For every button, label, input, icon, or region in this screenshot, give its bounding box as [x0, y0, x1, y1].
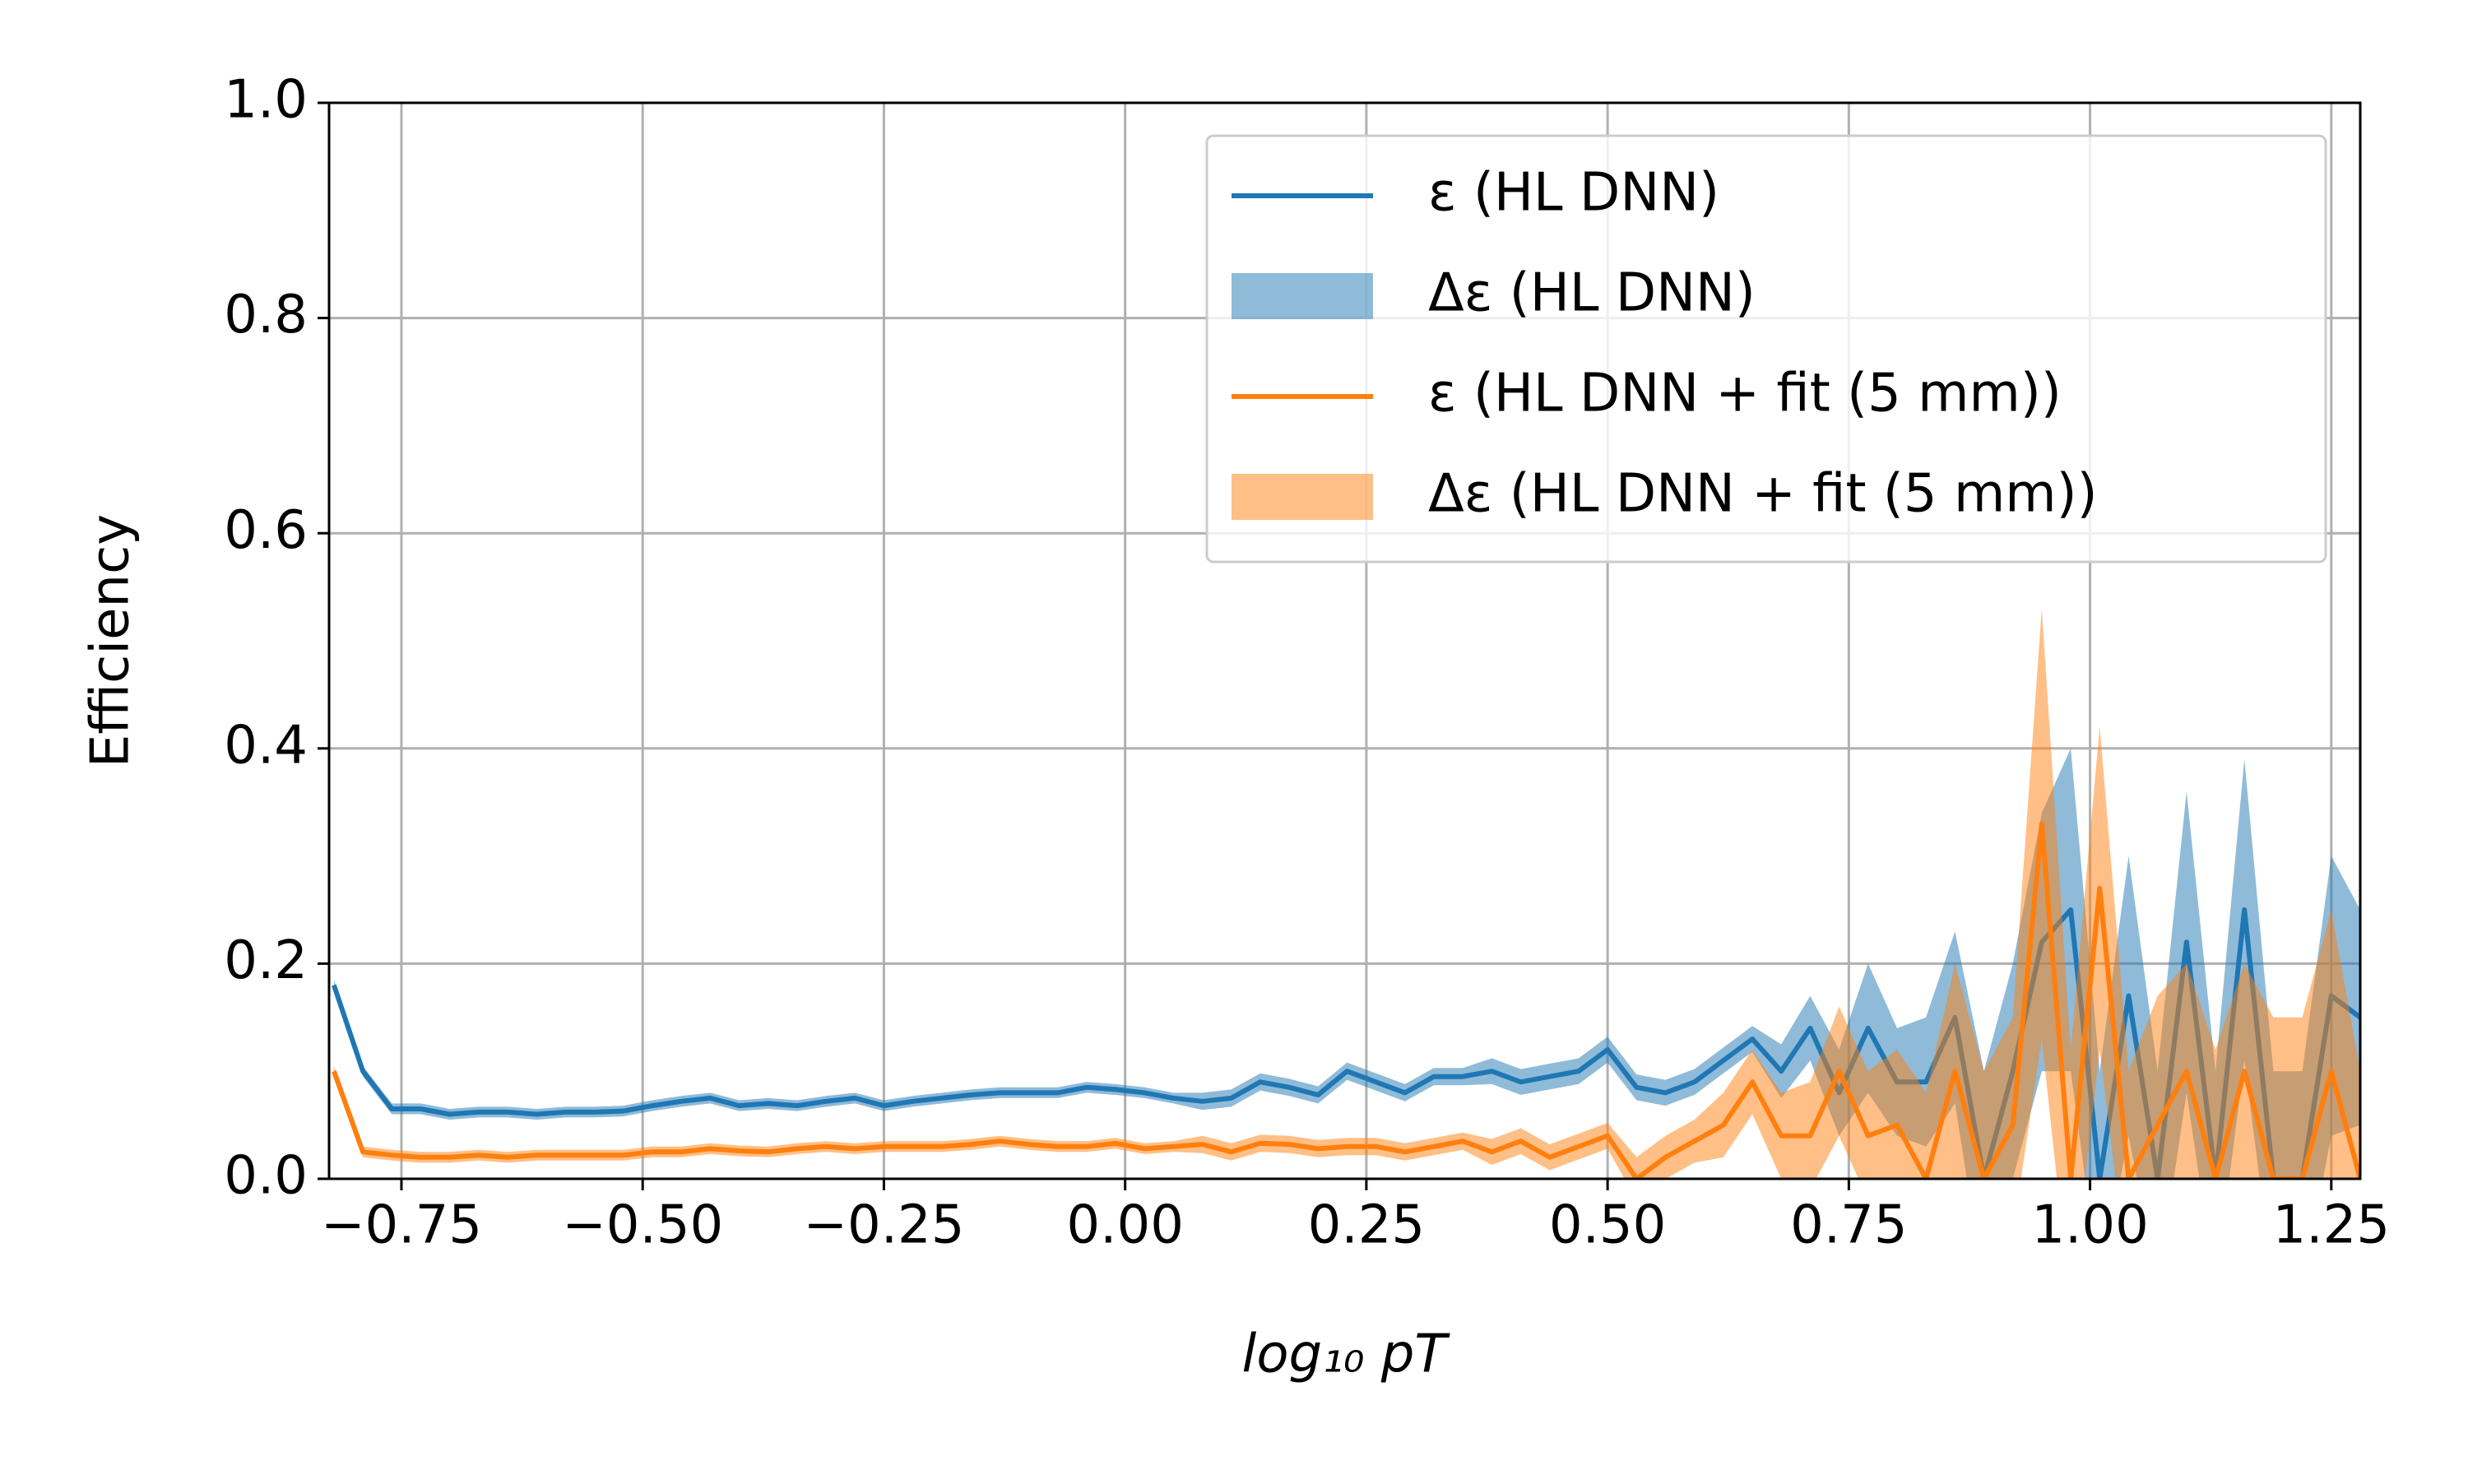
error-band — [333, 608, 2360, 1179]
y-tick-label: 0.8 — [224, 285, 308, 345]
axes-frame — [327, 101, 2362, 1180]
y-tick-label: 0.6 — [224, 500, 308, 561]
x-tick-label: 1.25 — [2273, 1195, 2391, 1256]
x-tick-label: 0.75 — [1790, 1195, 1908, 1256]
x-axis-label: log₁₀ pT — [1242, 1324, 1451, 1385]
x-tick-label: −0.25 — [803, 1195, 964, 1256]
x-tick-label: 0.25 — [1308, 1195, 1426, 1256]
legend-label: ε (HL DNN) — [1428, 163, 1719, 224]
legend-swatch — [1232, 273, 1373, 319]
legend-box — [1205, 134, 2327, 563]
plot-area — [332, 608, 2360, 1179]
x-tick-label: −0.50 — [562, 1195, 723, 1256]
legend-swatch — [1232, 474, 1373, 520]
x-tick-label: −0.75 — [321, 1195, 482, 1256]
y-axis-label: Efficiency — [81, 514, 141, 768]
y-tick-label: 0.4 — [224, 715, 308, 776]
x-tick-label: 0.50 — [1549, 1195, 1667, 1256]
x-tick-label: 1.00 — [2031, 1195, 2149, 1256]
legend-label: ε (HL DNN + fit (5 mm)) — [1428, 364, 2062, 424]
y-tick-label: 0.2 — [224, 930, 308, 991]
x-tick-label: 0.00 — [1066, 1195, 1184, 1256]
legend-label: Δε (HL DNN) — [1428, 263, 1756, 324]
y-tick-label: 0.0 — [224, 1146, 308, 1207]
y-tick-label: 1.0 — [224, 70, 308, 131]
legend-label: Δε (HL DNN + fit (5 mm)) — [1428, 464, 2098, 525]
